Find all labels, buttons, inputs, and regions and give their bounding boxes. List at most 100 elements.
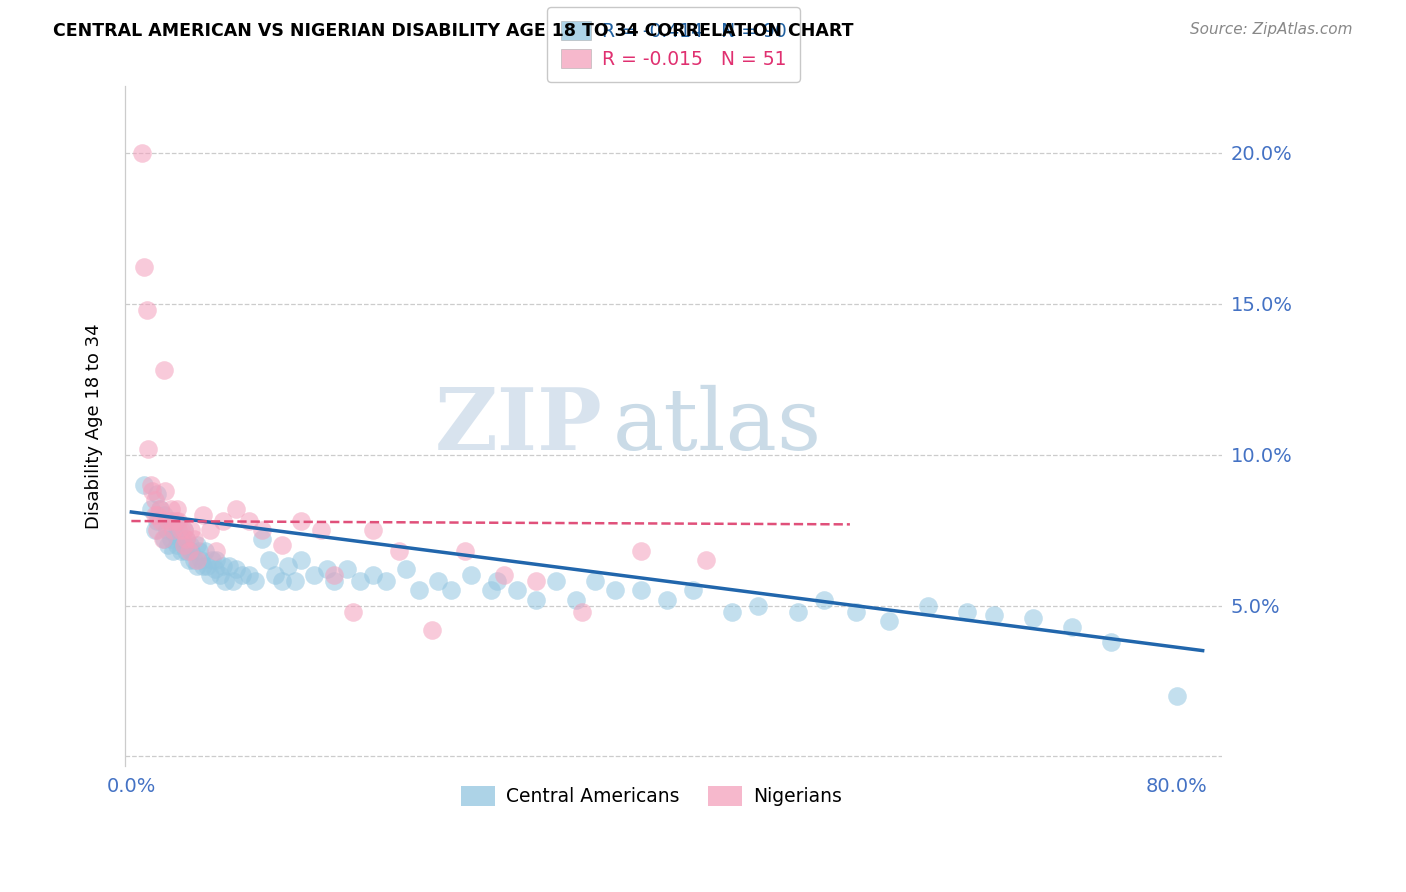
Point [845,605,868,619]
Legend: Central Americans, Nigerians: Central Americans, Nigerians [454,779,849,814]
Point [204,562,226,576]
Point [479,583,502,598]
Point [166,538,188,552]
Point [155,483,177,498]
Point [231,568,253,582]
Point [152,532,174,546]
Point [173,538,195,552]
Point [290,553,312,567]
Point [284,574,307,589]
Point [170,523,193,537]
Point [183,532,205,546]
Point [564,592,586,607]
Point [170,532,193,546]
Point [141,483,163,498]
Point [453,544,475,558]
Point [174,532,197,546]
Point [167,514,190,528]
Point [205,544,228,558]
Point [143,523,166,537]
Point [304,568,326,582]
Point [420,623,443,637]
Point [427,574,450,589]
Point [524,592,547,607]
Point [173,523,195,537]
Point [180,523,202,537]
Point [342,605,364,619]
Point [177,544,200,558]
Point [277,559,299,574]
Point [322,574,344,589]
Point [186,553,208,567]
Point [1099,634,1122,648]
Point [238,514,260,528]
Point [877,614,900,628]
Point [193,559,215,574]
Point [162,523,184,537]
Point [159,502,181,516]
Point [506,583,529,598]
Point [524,574,547,589]
Point [146,508,169,522]
Point [1060,620,1083,634]
Point [388,544,411,558]
Point [146,514,169,528]
Point [544,574,567,589]
Point [179,538,201,552]
Point [813,592,835,607]
Point [153,363,176,377]
Point [655,592,678,607]
Point [174,544,197,558]
Point [695,553,717,567]
Point [186,538,208,552]
Point [460,568,482,582]
Point [198,523,221,537]
Point [156,523,179,537]
Point [177,553,200,567]
Point [156,538,179,552]
Point [408,583,430,598]
Point [250,523,273,537]
Text: ZIP: ZIP [434,384,602,468]
Point [211,559,233,574]
Point [225,562,247,576]
Point [983,607,1005,622]
Point [149,502,172,516]
Point [264,568,287,582]
Point [1022,610,1045,624]
Point [205,553,228,567]
Text: CENTRAL AMERICAN VS NIGERIAN DISABILITY AGE 18 TO 34 CORRELATION CHART: CENTRAL AMERICAN VS NIGERIAN DISABILITY … [53,22,853,40]
Point [186,559,208,574]
Point [630,544,652,558]
Point [173,523,195,537]
Point [218,559,240,574]
Point [270,574,292,589]
Point [138,442,160,456]
Point [322,568,344,582]
Point [174,532,197,546]
Point [250,532,273,546]
Point [198,568,221,582]
Point [173,538,195,552]
Text: atlas: atlas [613,384,823,467]
Point [193,544,215,558]
Point [583,574,606,589]
Point [486,574,509,589]
Point [134,260,156,275]
Text: Source: ZipAtlas.com: Source: ZipAtlas.com [1189,22,1353,37]
Point [361,523,384,537]
Point [492,568,515,582]
Point [257,553,280,567]
Point [361,568,384,582]
Point [917,599,939,613]
Point [245,574,267,589]
Point [131,145,153,160]
Point [170,544,193,558]
Point [195,559,218,574]
Point [159,514,181,528]
Point [162,544,184,558]
Point [214,574,236,589]
Point [225,502,247,516]
Point [309,523,332,537]
Point [146,523,169,537]
